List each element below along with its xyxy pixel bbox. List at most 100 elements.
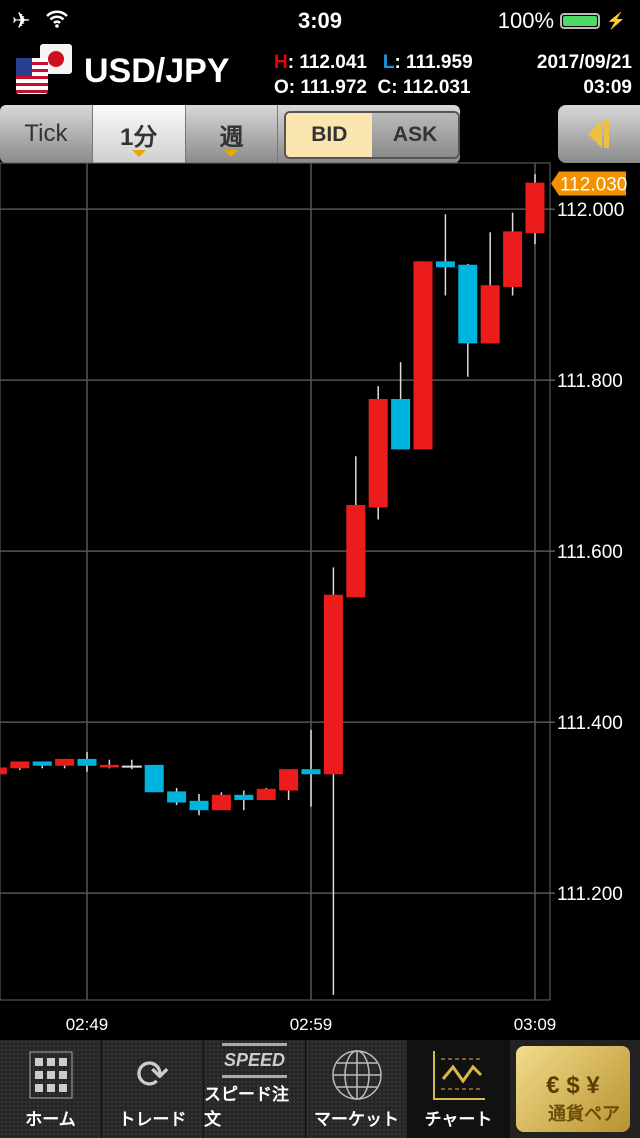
candle [301, 729, 321, 807]
x-tick-label: 02:59 [290, 1015, 333, 1034]
candle-body [189, 800, 209, 811]
currency-pair-icon: € $ ¥ [546, 1072, 600, 1099]
candle [503, 212, 523, 296]
candle [525, 174, 545, 245]
x-tick-label: 02:49 [66, 1015, 109, 1034]
candle-body [279, 769, 299, 791]
candle-body [211, 794, 231, 811]
tab-bar: ホーム ⟳ トレード SPEED スピード注文 マーケット チャート € $ ¥… [0, 1040, 640, 1138]
candle-body [144, 764, 164, 793]
tab-label: ホーム [25, 1110, 76, 1129]
globe-icon [331, 1045, 383, 1105]
candle [211, 792, 231, 811]
candle [323, 567, 343, 995]
candlestick-chart[interactable]: 112.000 111.800 111.600 111.400 111.200 02:49… [0, 160, 640, 1040]
candle-body [346, 504, 366, 598]
tab-trade[interactable]: ⟳ トレード [102, 1040, 204, 1138]
status-bar: ✈ 3:09 100% ⚡ [0, 0, 640, 40]
interval-dropdown[interactable]: 1分 [92, 105, 186, 163]
usd-jpy-flag-icon [16, 44, 72, 94]
candle [413, 261, 433, 450]
collapse-left-icon [588, 120, 609, 148]
currency-pair-button[interactable]: € $ ¥ 通貨ペア [516, 1046, 630, 1132]
candle-body [503, 231, 523, 287]
candle-body [256, 788, 276, 800]
low-value: 111.959 [406, 52, 473, 73]
interval-label: 1分 [120, 123, 158, 151]
tab-market[interactable]: マーケット [306, 1040, 408, 1138]
close-label: C [377, 77, 392, 98]
chevron-down-icon [131, 150, 146, 157]
candle [391, 362, 411, 450]
candle [435, 214, 455, 296]
tab-label: スピード注文 [204, 1085, 289, 1129]
candle [256, 787, 276, 800]
current-price-label: 112.030 [560, 175, 627, 196]
battery-percent: 100% [497, 8, 555, 33]
candle-body [368, 398, 388, 508]
home-grid-icon [29, 1045, 73, 1105]
bid-button[interactable]: BID [286, 113, 373, 157]
candle [32, 761, 52, 769]
candle [480, 232, 500, 344]
speed-order-icon: SPEED [221, 1040, 288, 1080]
chart-icon [431, 1045, 487, 1105]
bid-ask-toggle: BID ASK [284, 111, 460, 159]
currency-pair-title: USD/JPY [84, 52, 230, 90]
battery-icon [560, 13, 601, 29]
tab-label: 通貨ペア [548, 1104, 620, 1124]
y-tick-label: 111.600 [557, 542, 623, 563]
candle [189, 793, 209, 816]
status-left: ✈ [12, 8, 69, 34]
current-price-tag [551, 171, 626, 196]
ask-button[interactable]: ASK [372, 113, 458, 157]
candle-body [55, 758, 75, 766]
y-tick-label: 112.000 [557, 200, 624, 221]
candle-body [435, 261, 455, 268]
charging-icon: ⚡ [606, 13, 626, 30]
candle-body [458, 264, 478, 344]
candle-body [323, 594, 343, 775]
candle [458, 263, 478, 377]
status-time: 3:09 [297, 8, 343, 33]
y-tick-label: 111.200 [557, 884, 623, 905]
tab-speed-order[interactable]: SPEED スピード注文 [204, 1040, 306, 1138]
candle [99, 759, 119, 769]
candle-body [234, 794, 254, 800]
status-right: 100% ⚡ [498, 8, 626, 34]
plot-border [0, 162, 551, 1001]
candle-body [301, 769, 321, 775]
open-label: O [274, 77, 289, 98]
ohlc-values: H: 112.041 L: 111.959 O: 111.972 C: 112.… [274, 52, 473, 98]
period-label: 週 [219, 123, 244, 151]
candle-body [32, 761, 52, 766]
candle [55, 758, 75, 769]
close-value: 112.031 [402, 77, 471, 98]
tab-home[interactable]: ホーム [0, 1040, 102, 1138]
tab-label: マーケット [314, 1110, 399, 1129]
chevron-down-icon [224, 150, 239, 157]
collapse-panel-button[interactable] [558, 105, 640, 163]
wifi-icon [45, 10, 68, 28]
quote-datetime: 2017/09/21 03:09 [537, 50, 632, 100]
candle-body [413, 261, 433, 450]
tick-button[interactable]: Tick [0, 105, 93, 163]
quote-time: 03:09 [583, 77, 632, 98]
y-tick-label: 111.800 [557, 371, 623, 392]
candle [368, 386, 388, 520]
open-value: 111.972 [300, 77, 367, 98]
candle-body [525, 182, 545, 234]
candle [10, 761, 30, 771]
candle [346, 456, 366, 598]
period-dropdown[interactable]: 週 [186, 105, 279, 163]
trade-arrows-icon: ⟳ [135, 1053, 170, 1097]
candle-body [10, 761, 30, 769]
candle [0, 767, 7, 775]
high-label: H [274, 52, 288, 73]
y-tick-label: 111.400 [557, 713, 623, 734]
quote-header: USD/JPY H: 112.041 L: 111.959 O: 111.972… [0, 44, 640, 104]
candle-body [480, 285, 500, 344]
candle-body [77, 758, 97, 766]
tab-chart[interactable]: チャート [408, 1040, 510, 1138]
candle-body [99, 764, 119, 768]
